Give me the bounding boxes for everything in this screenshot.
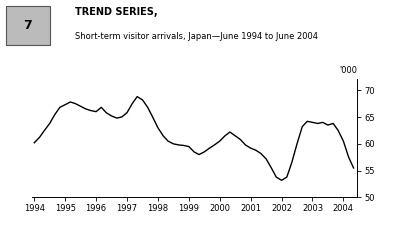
- Text: Short-term visitor arrivals, Japan—June 1994 to June 2004: Short-term visitor arrivals, Japan—June …: [75, 32, 318, 41]
- Text: 7: 7: [23, 19, 32, 32]
- Text: '000: '000: [339, 66, 357, 75]
- Text: TREND SERIES,: TREND SERIES,: [75, 7, 158, 17]
